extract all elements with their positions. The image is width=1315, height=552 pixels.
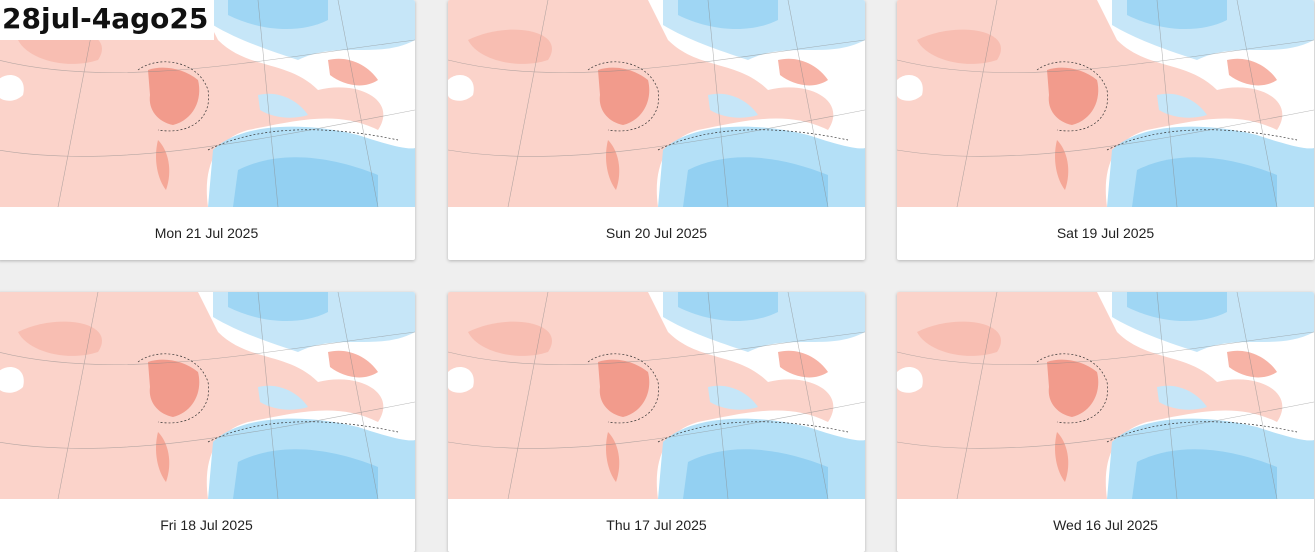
map-image bbox=[448, 292, 865, 499]
date-caption: Wed 16 Jul 2025 bbox=[1053, 517, 1158, 533]
date-caption: Sat 19 Jul 2025 bbox=[1056, 225, 1155, 241]
date-caption: Thu 17 Jul 2025 bbox=[606, 517, 707, 533]
map-card[interactable]: Wed 16 Jul 2025 bbox=[897, 292, 1314, 552]
map-card[interactable]: Thu 17 Jul 2025 bbox=[448, 292, 865, 552]
date-caption: Sun 20 Jul 2025 bbox=[605, 225, 708, 241]
map-image bbox=[0, 292, 415, 499]
map-card[interactable]: Mon 21 Jul 2025 bbox=[0, 0, 415, 260]
map-image bbox=[897, 292, 1314, 499]
map-card[interactable]: Fri 18 Jul 2025 bbox=[0, 292, 415, 552]
date-caption: Mon 21 Jul 2025 bbox=[154, 225, 259, 241]
map-image bbox=[897, 0, 1314, 207]
map-image bbox=[448, 0, 865, 207]
date-caption: Fri 18 Jul 2025 bbox=[160, 517, 253, 533]
map-card[interactable]: Sat 19 Jul 2025 bbox=[897, 0, 1314, 260]
page-title: 28jul-4ago25 bbox=[0, 0, 215, 40]
map-card[interactable]: Sun 20 Jul 2025 bbox=[448, 0, 865, 260]
